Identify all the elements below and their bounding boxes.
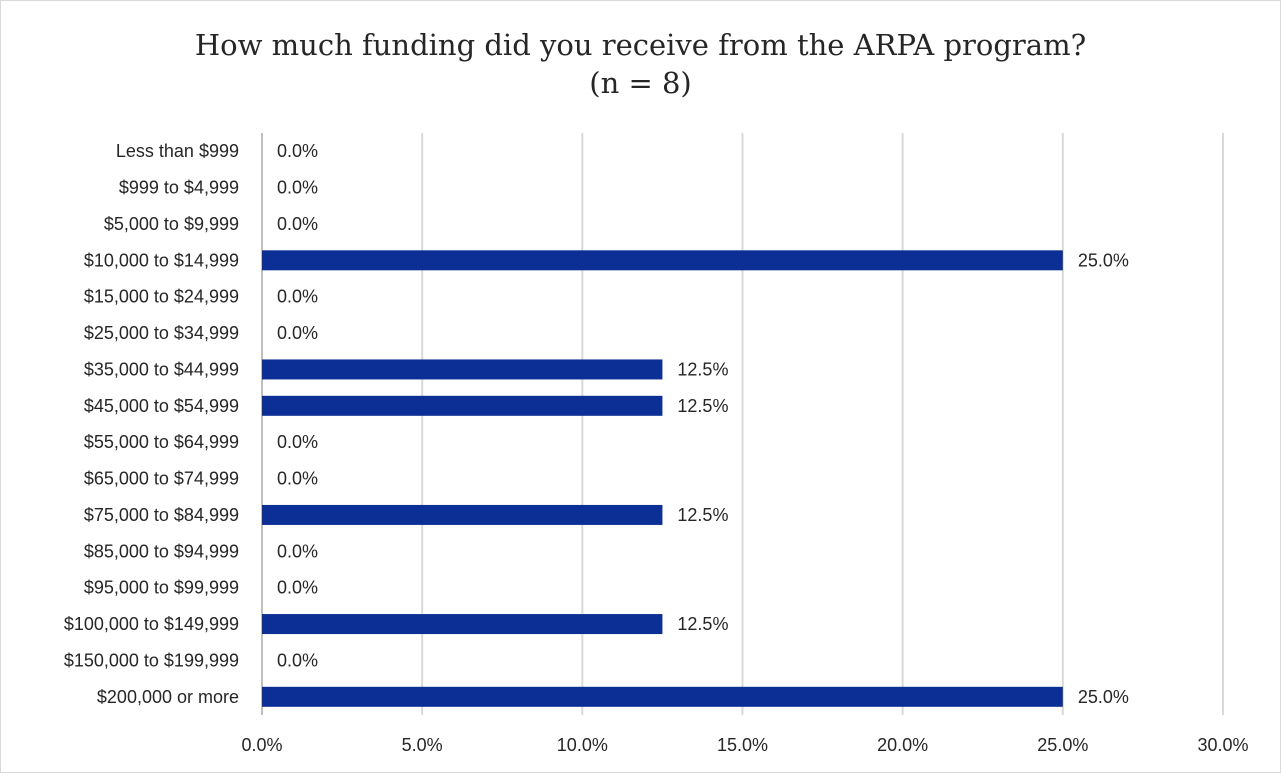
value-label: 0.0% <box>277 141 318 161</box>
value-label: 12.5% <box>677 396 728 416</box>
value-labels: 0.0% 0.0% 0.0% 25.0% 0.0% 0.0% 12.5% 12.5% 0.0% 0… <box>277 141 1129 707</box>
x-tick-label: 30.0% <box>1197 735 1248 755</box>
value-label: 12.5% <box>677 359 728 379</box>
bar <box>262 395 663 416</box>
value-label: 0.0% <box>277 214 318 234</box>
category-label: $100,000 to $149,999 <box>64 614 239 634</box>
category-label: $85,000 to $94,999 <box>84 541 239 561</box>
value-label: 0.0% <box>277 287 318 307</box>
value-label: 25.0% <box>1078 687 1129 707</box>
category-label: $25,000 to $34,999 <box>84 323 239 343</box>
value-label: 0.0% <box>277 541 318 561</box>
chart-title: How much funding did you receive from th… <box>194 28 1087 62</box>
category-labels: Less than $999 $999 to $4,999 $5,000 to $9… <box>64 141 239 707</box>
category-label: $35,000 to $44,999 <box>84 359 239 379</box>
category-label: $95,000 to $99,999 <box>84 578 239 598</box>
category-label: $999 to $4,999 <box>119 178 239 198</box>
value-label: 0.0% <box>277 578 318 598</box>
value-label: 0.0% <box>277 178 318 198</box>
x-tick-label: 0.0% <box>241 735 282 755</box>
bar <box>262 686 1063 707</box>
value-label: 12.5% <box>677 505 728 525</box>
x-tick-label: 20.0% <box>877 735 928 755</box>
x-tick-labels: 0.0% 5.0% 10.0% 15.0% 20.0% 25.0% 30.0% <box>241 735 1248 755</box>
bar <box>262 250 1063 271</box>
value-label: 0.0% <box>277 323 318 343</box>
category-label: $45,000 to $54,999 <box>84 396 239 416</box>
chart-title-block: How much funding did you receive from th… <box>0 26 1281 102</box>
category-label: $75,000 to $84,999 <box>84 505 239 525</box>
bars <box>262 250 1063 707</box>
x-tick-label: 15.0% <box>717 735 768 755</box>
category-label: $55,000 to $64,999 <box>84 432 239 452</box>
category-label: $150,000 to $199,999 <box>64 650 239 670</box>
category-label: $200,000 or more <box>97 687 239 707</box>
bar <box>262 504 663 525</box>
category-label: $65,000 to $74,999 <box>84 469 239 489</box>
value-label: 25.0% <box>1078 250 1129 270</box>
bar <box>262 359 663 380</box>
value-label: 0.0% <box>277 432 318 452</box>
bar <box>262 614 663 635</box>
category-label: $15,000 to $24,999 <box>84 287 239 307</box>
value-label: 0.0% <box>277 650 318 670</box>
category-label: Less than $999 <box>116 141 239 161</box>
x-tick-label: 5.0% <box>402 735 443 755</box>
category-label: $5,000 to $9,999 <box>104 214 239 234</box>
value-label: 12.5% <box>677 614 728 634</box>
x-tick-label: 10.0% <box>557 735 608 755</box>
x-tick-label: 25.0% <box>1037 735 1088 755</box>
category-label: $10,000 to $14,999 <box>84 250 239 270</box>
value-label: 0.0% <box>277 469 318 489</box>
chart-subtitle: (n = 8) <box>589 66 692 100</box>
